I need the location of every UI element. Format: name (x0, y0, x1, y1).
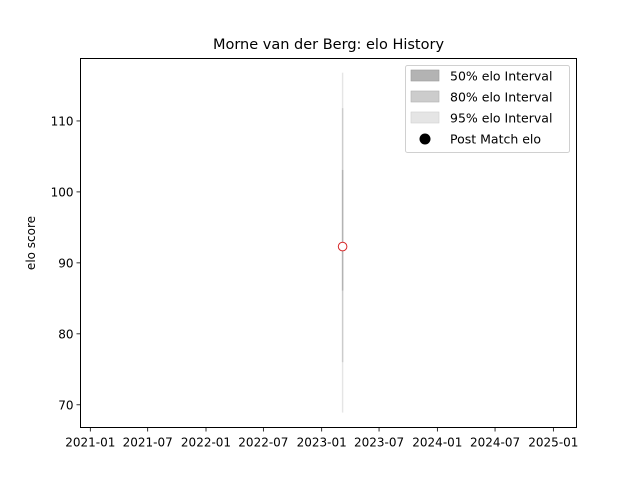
plot-frame (80, 58, 577, 428)
x-tick-label-6: 2024-01 (412, 436, 462, 450)
y-tick-label-4: 110 (51, 114, 74, 128)
x-axis-ticks: 2021-01 2021-07 2022-01 2022-07 2023-01 2023-… (65, 427, 578, 450)
x-tick-label-7: 2024-07 (470, 436, 520, 450)
x-tick-label-2: 2022-01 (181, 436, 231, 450)
legend-label-50: 50% elo Interval (450, 69, 552, 84)
legend-swatch-95 (410, 111, 440, 124)
x-tick-label-8: 2025-01 (528, 436, 578, 450)
x-tick-label-3: 2022-07 (238, 436, 288, 450)
legend-label-80: 80% elo Interval (450, 90, 552, 105)
x-tick-label-0: 2021-01 (65, 436, 115, 450)
x-tick-label-5: 2023-07 (354, 436, 404, 450)
legend-swatch-80 (410, 90, 440, 103)
legend-label-post-match: Post Match elo (450, 132, 541, 147)
y-tick-label-3: 100 (51, 185, 74, 199)
x-tick-label-4: 2023-01 (297, 436, 347, 450)
y-axis-ticks: 70 80 90 100 110 (51, 114, 81, 412)
y-axis-label: elo score (24, 216, 38, 270)
y-tick-label-0: 70 (58, 398, 73, 412)
post-match-elo-point-0 (337, 241, 348, 252)
legend: 50% elo Interval 80% elo Interval 95% el… (405, 65, 570, 153)
y-tick-label-1: 80 (58, 327, 73, 341)
legend-swatch-50 (410, 69, 440, 82)
legend-box (405, 65, 570, 153)
post-match-elo-points (337, 241, 348, 252)
interval-50-band-0 (341, 169, 344, 291)
legend-marker-post-match (419, 133, 431, 145)
legend-label-95: 95% elo Interval (450, 111, 552, 126)
y-tick-label-2: 90 (58, 256, 73, 270)
chart-title: Morne van der Berg: elo History (213, 37, 444, 53)
x-tick-label-1: 2021-07 (123, 436, 173, 450)
